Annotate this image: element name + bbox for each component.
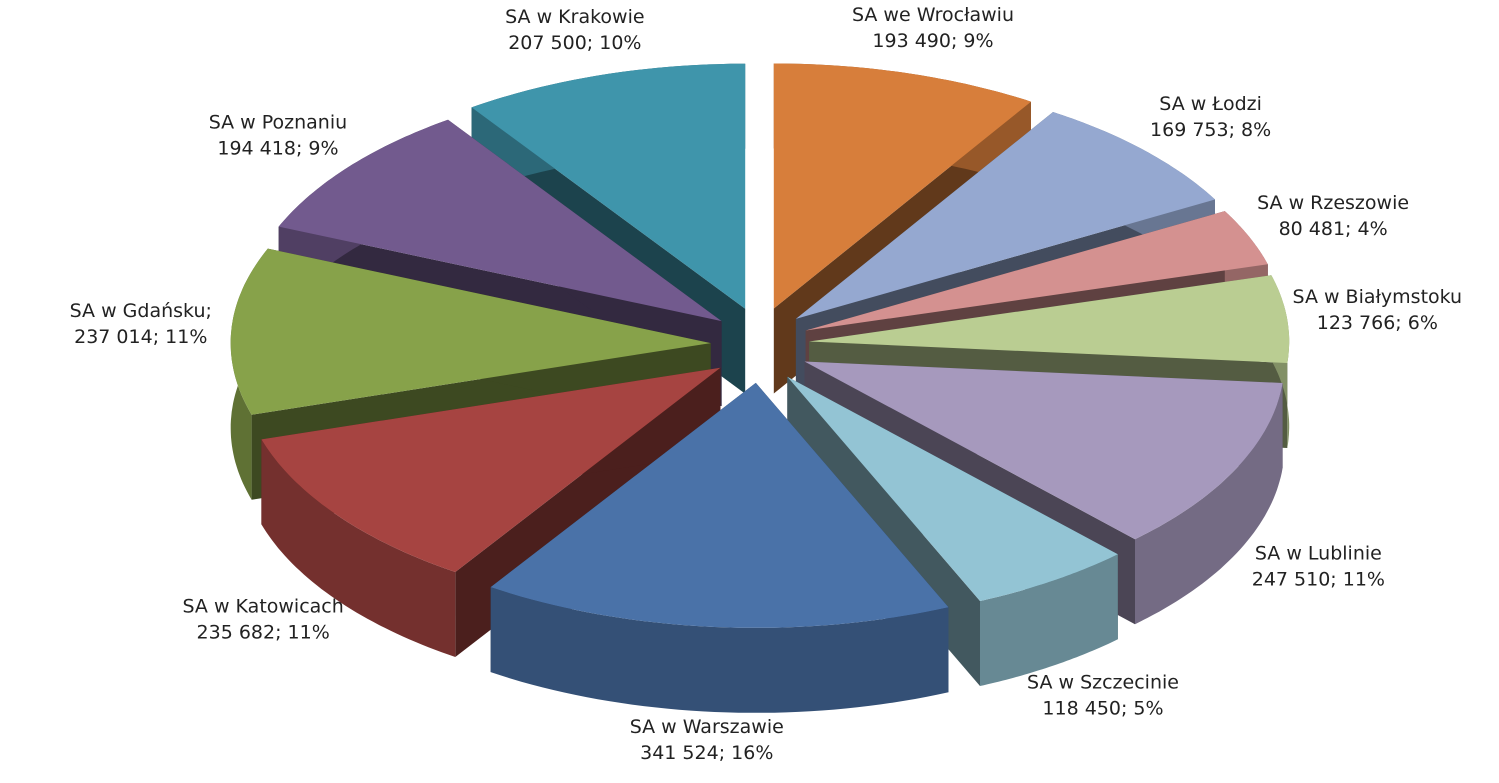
slice-top: [471, 63, 746, 309]
data-label-value: 123 766; 6%: [1317, 312, 1438, 334]
data-label-name: SA w Krakowie: [505, 6, 644, 28]
slice: [490, 382, 949, 713]
data-label-name: SA w Katowicach: [183, 595, 344, 617]
data-label-name: SA w Warszawie: [630, 716, 784, 738]
data-label-value: 341 524; 16%: [640, 742, 773, 764]
slice: [787, 376, 1118, 686]
data-label-name: SA we Wrocławiu: [852, 4, 1014, 26]
slice-top: [490, 382, 949, 628]
slice-wall: [261, 439, 456, 657]
data-label-name: SA w Poznaniu: [209, 112, 347, 134]
slice-top: [805, 211, 1268, 331]
data-label-value: 118 450; 5%: [1042, 698, 1163, 720]
slice-top: [261, 367, 721, 572]
slice-top: [278, 119, 722, 322]
data-label-value: 235 682; 11%: [197, 621, 330, 643]
data-label-name: SA w Gdańsku;: [70, 300, 212, 322]
slice-top: [804, 361, 1283, 540]
slice-top: [773, 63, 1031, 309]
data-label-value: 194 418; 9%: [217, 138, 338, 160]
slice-wall: [980, 554, 1118, 686]
slice-top: [809, 275, 1290, 363]
data-label-name: SA w Szczecinie: [1027, 672, 1179, 694]
slice-top: [795, 112, 1215, 319]
data-label-name: SA w Lublinie: [1255, 542, 1382, 564]
data-label-value: 207 500; 10%: [508, 32, 641, 54]
slice-top: [787, 376, 1118, 601]
data-label-value: 237 014; 11%: [74, 326, 207, 348]
data-label-name: SA w Rzeszowie: [1257, 192, 1409, 214]
data-label-name: SA w Białymstoku: [1293, 286, 1463, 308]
data-label-value: 247 510; 11%: [1252, 568, 1385, 590]
slice-wall: [1135, 383, 1283, 625]
slice-wall: [490, 587, 949, 713]
slice-top: [230, 248, 711, 415]
data-label-value: 169 753; 8%: [1150, 119, 1271, 141]
data-label-value: 193 490; 9%: [872, 30, 993, 52]
data-label-name: SA w Łodzi: [1159, 93, 1262, 115]
data-label-value: 80 481; 4%: [1279, 218, 1388, 240]
